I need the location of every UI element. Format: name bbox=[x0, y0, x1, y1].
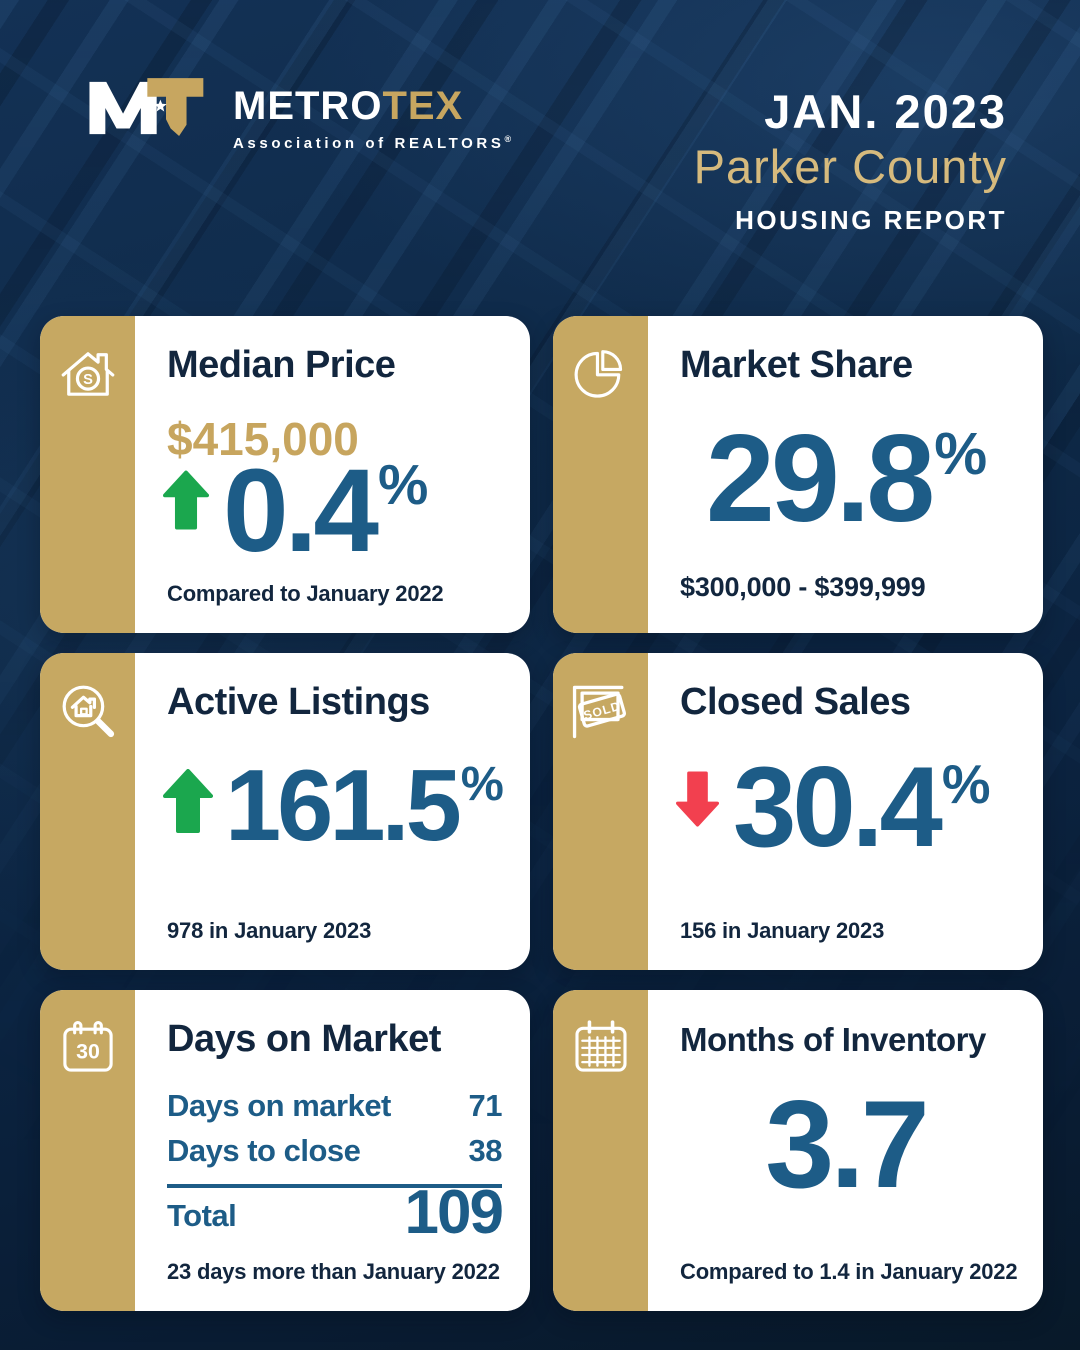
active-listings-change: 161.5% bbox=[163, 750, 504, 862]
down-arrow-icon bbox=[676, 771, 719, 832]
total-label: Total bbox=[167, 1198, 237, 1233]
big-number: 30.4% bbox=[733, 744, 991, 871]
median-price-change: 0.4% bbox=[163, 445, 428, 577]
percent-sign: % bbox=[378, 453, 428, 517]
brand-tagline: Association of REALTORS® bbox=[233, 134, 512, 152]
card-days-on-market: 30 Days on Market Days on market 71 Days… bbox=[40, 990, 530, 1311]
card-title: Market Share bbox=[680, 344, 913, 386]
up-arrow-icon bbox=[163, 769, 213, 838]
card-footnote: 156 in January 2023 bbox=[680, 918, 885, 943]
stats-grid: S Median Price $415,000 0.4% Compared to… bbox=[40, 316, 1043, 1311]
brand-metro: METRO bbox=[233, 84, 383, 128]
house-search-icon bbox=[62, 685, 114, 738]
percent-sign: % bbox=[460, 757, 504, 812]
card-title: Active Listings bbox=[167, 681, 430, 723]
card-title: Median Price bbox=[167, 344, 396, 386]
total-value: 109 bbox=[404, 1178, 504, 1247]
big-number: 161.5% bbox=[225, 750, 504, 862]
pie-chart-icon bbox=[574, 350, 622, 398]
svg-text:30: 30 bbox=[76, 1040, 100, 1064]
brand-name: METROTEX bbox=[233, 84, 511, 129]
inventory-number: 3.7 bbox=[648, 1083, 1043, 1207]
gold-stripe bbox=[553, 316, 648, 633]
percent-sign: % bbox=[941, 752, 991, 815]
row-value: 38 bbox=[468, 1132, 503, 1168]
big-number: 29.8% bbox=[705, 410, 987, 548]
total-divider bbox=[167, 1184, 502, 1188]
card-closed-sales: SOLD Closed Sales 30.4% 156 in January 2… bbox=[553, 653, 1043, 970]
row-label: Days on market bbox=[167, 1088, 391, 1123]
big-number: 0.4% bbox=[223, 445, 428, 577]
brand-wordmark: METROTEX Association of REALTORS® bbox=[233, 84, 511, 152]
table-row: Days to close 38 bbox=[167, 1129, 503, 1174]
card-footnote: Compared to January 2022 bbox=[167, 581, 444, 606]
table-row: Days on market 71 bbox=[167, 1084, 503, 1129]
card-footnote: 23 days more than January 2022 bbox=[167, 1259, 500, 1284]
card-title: Closed Sales bbox=[680, 681, 911, 723]
median-price-value: $415,000 bbox=[167, 413, 359, 465]
report-date: JAN. 2023 bbox=[764, 85, 1007, 138]
card-title: Days on Market bbox=[167, 1018, 441, 1060]
gold-stripe: SOLD bbox=[553, 653, 648, 970]
card-footnote: $300,000 - $399,999 bbox=[680, 572, 926, 602]
svg-text:S: S bbox=[83, 372, 93, 388]
gold-stripe bbox=[553, 990, 648, 1311]
row-value: 71 bbox=[468, 1088, 503, 1123]
report-heading: JAN. 2023 Parker County HOUSING REPORT bbox=[694, 86, 1007, 236]
brand-tex: TEX bbox=[382, 84, 464, 128]
metrotex-logo-icon bbox=[82, 70, 222, 151]
report-region: Parker County bbox=[693, 139, 1007, 193]
report-title: HOUSING REPORT bbox=[735, 205, 1007, 236]
house-dollar-icon: S bbox=[61, 352, 114, 396]
card-footnote: Compared to 1.4 in January 2022 bbox=[680, 1259, 1018, 1284]
card-median-price: S Median Price $415,000 0.4% Compared to… bbox=[40, 316, 530, 633]
card-footnote: 978 in January 2023 bbox=[167, 918, 372, 943]
closed-sales-change: 30.4% bbox=[676, 744, 991, 871]
sold-sign-icon: SOLD bbox=[572, 685, 626, 739]
card-market-share: Market Share 29.8% $300,000 - $399,999 bbox=[553, 316, 1043, 633]
calendar-30-icon: 30 bbox=[62, 1021, 113, 1072]
days-table: Days on market 71 Days to close 38 bbox=[167, 1084, 503, 1174]
card-title: Months of Inventory bbox=[680, 1021, 986, 1058]
row-label: Days to close bbox=[167, 1132, 361, 1168]
gold-stripe: 30 bbox=[40, 990, 135, 1311]
gold-stripe bbox=[40, 653, 135, 970]
calendar-grid-icon bbox=[574, 1020, 627, 1072]
gold-stripe: S bbox=[40, 316, 135, 633]
percent-sign: % bbox=[934, 419, 987, 487]
up-arrow-icon bbox=[163, 470, 209, 535]
registered-mark: ® bbox=[504, 134, 512, 144]
card-active-listings: Active Listings 161.5% 978 in January 20… bbox=[40, 653, 530, 970]
card-months-of-inventory: Months of Inventory 3.7 Compared to 1.4 … bbox=[553, 990, 1043, 1311]
big-number: 3.7 bbox=[765, 1076, 929, 1214]
market-share-number: 29.8% bbox=[648, 417, 1043, 541]
